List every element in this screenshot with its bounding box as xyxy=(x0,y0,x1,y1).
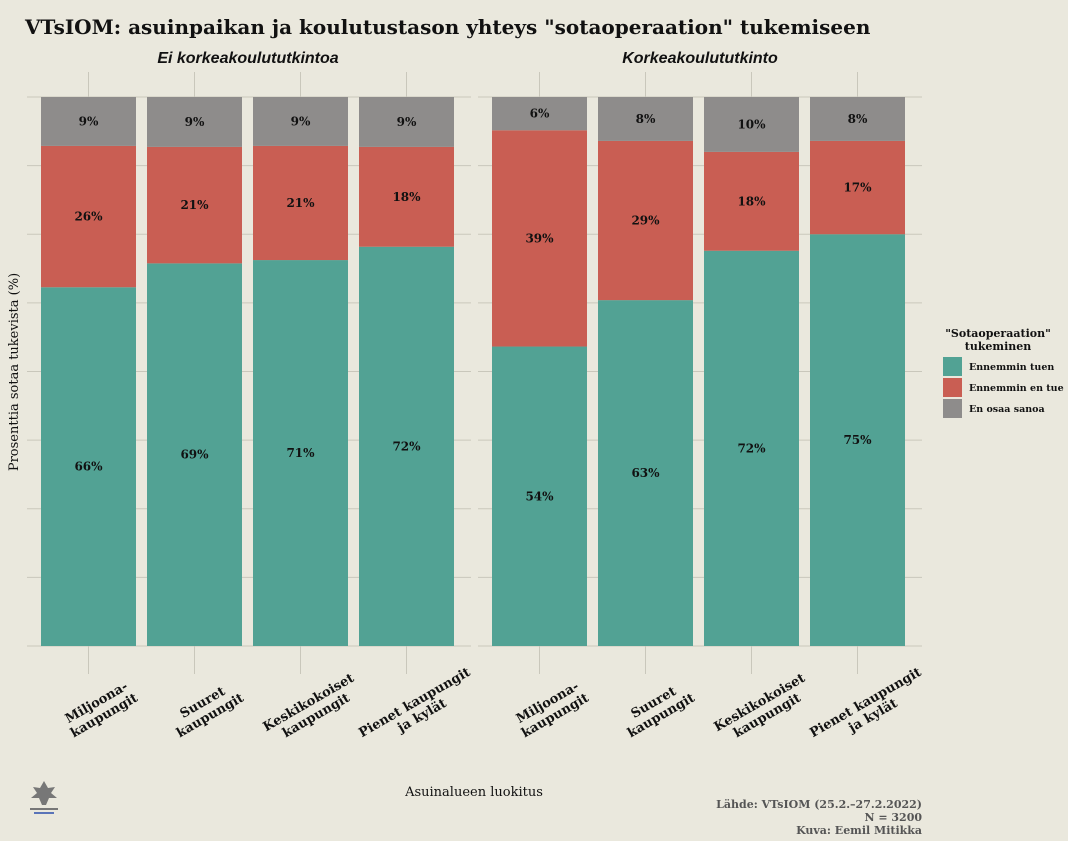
legend-label: Ennemmin en tue xyxy=(969,383,1064,394)
bar-segment xyxy=(810,234,905,646)
bar-segment xyxy=(359,246,454,646)
logo-emblem-icon xyxy=(31,781,57,805)
bar-segment xyxy=(492,130,587,347)
x-tick-label: Miljoona-kaupungit xyxy=(512,678,592,741)
legend-label: En osaa sanoa xyxy=(969,404,1045,415)
data-label: 63% xyxy=(631,466,660,480)
bar-segment xyxy=(492,97,587,131)
bar-segment xyxy=(359,97,454,147)
bar-segment xyxy=(253,97,348,146)
chart-title: VTsIOM: asuinpaikan ja koulutustason yht… xyxy=(24,15,871,39)
data-label: 8% xyxy=(848,112,868,126)
data-label: 10% xyxy=(737,117,766,131)
data-label: 8% xyxy=(636,112,656,126)
data-label: 69% xyxy=(180,448,209,462)
source-line-2: N = 3200 xyxy=(864,811,922,824)
bar-segment xyxy=(704,250,799,646)
bar-segment xyxy=(598,300,693,646)
data-label: 21% xyxy=(286,196,315,210)
x-tick-label: Pienet kaupungitja kylät xyxy=(356,665,480,754)
data-label: 54% xyxy=(525,489,554,503)
university-logo xyxy=(30,781,58,814)
bar-segment xyxy=(147,263,242,646)
legend-title: tukeminen xyxy=(965,340,1032,353)
legend-title: "Sotaoperaation" xyxy=(945,327,1051,340)
legend-label: Ennemmin tuen xyxy=(969,362,1054,373)
bar-segment xyxy=(41,145,136,288)
source-line-3: Kuva: Eemil Mitikka xyxy=(796,824,922,837)
x-tick-label: Keskikokoisetkaupungit xyxy=(261,671,365,748)
data-label: 75% xyxy=(843,433,872,447)
data-label: 39% xyxy=(525,231,554,245)
source-line-1: Lähde: VTsIOM (25.2.–27.2.2022) xyxy=(716,798,922,811)
data-label: 9% xyxy=(291,114,311,128)
data-label: 66% xyxy=(74,460,103,474)
data-label: 9% xyxy=(185,115,205,129)
legend-swatch xyxy=(943,378,962,397)
x-axis-label: Asuinalueen luokitus xyxy=(404,785,543,800)
panel-2: Korkeakoulututkinto 54% 39% 6% Miljoona-kaup… xyxy=(478,50,931,754)
bar-segment xyxy=(810,140,905,235)
bar-segment xyxy=(41,97,136,146)
data-label: 21% xyxy=(180,198,209,212)
x-tick-label: Miljoona-kaupungit xyxy=(61,678,141,741)
bar-segment xyxy=(598,97,693,141)
legend-swatch xyxy=(943,357,962,376)
panel-title: Ei korkeakoulututkintoa xyxy=(157,50,338,67)
legend: "Sotaoperaation"tukeminen Ennemmin tuen En… xyxy=(943,327,1064,418)
data-label: 29% xyxy=(631,214,660,228)
bar-segment xyxy=(704,151,799,251)
bar-segment xyxy=(704,97,799,152)
bar-segment xyxy=(147,146,242,264)
bar-segment xyxy=(359,146,454,247)
legend-swatch xyxy=(943,399,962,418)
bar-segment xyxy=(253,260,348,646)
chart-panels: Ei korkeakoulututkintoa 66% 26% 9% Miljoona-… xyxy=(27,50,931,754)
x-tick-label: Suuretkaupungit xyxy=(167,678,247,741)
panel-title: Korkeakoulututkinto xyxy=(622,50,778,67)
data-label: 9% xyxy=(397,115,417,129)
data-label: 18% xyxy=(392,190,421,204)
panel-1: Ei korkeakoulututkintoa 66% 26% 9% Miljoona-… xyxy=(27,50,480,754)
x-tick-label: Keskikokoisetkaupungit xyxy=(712,671,816,748)
data-label: 6% xyxy=(530,107,550,121)
y-axis-label: Prosenttia sotaa tukevista (%) xyxy=(7,273,22,471)
bar-segment xyxy=(598,140,693,301)
bar-segment xyxy=(41,287,136,646)
bar-segment xyxy=(253,145,348,261)
data-label: 71% xyxy=(286,446,315,460)
bar-segment xyxy=(492,346,587,646)
data-label: 26% xyxy=(74,210,103,224)
data-label: 18% xyxy=(737,194,766,208)
x-tick-label: Pienet kaupungitja kylät xyxy=(807,665,931,754)
data-label: 17% xyxy=(843,181,872,195)
data-label: 72% xyxy=(392,439,421,453)
data-label: 9% xyxy=(79,114,99,128)
data-label: 72% xyxy=(737,441,766,455)
bar-segment xyxy=(147,97,242,147)
bar-segment xyxy=(810,97,905,141)
x-tick-label: Suuretkaupungit xyxy=(618,678,698,741)
